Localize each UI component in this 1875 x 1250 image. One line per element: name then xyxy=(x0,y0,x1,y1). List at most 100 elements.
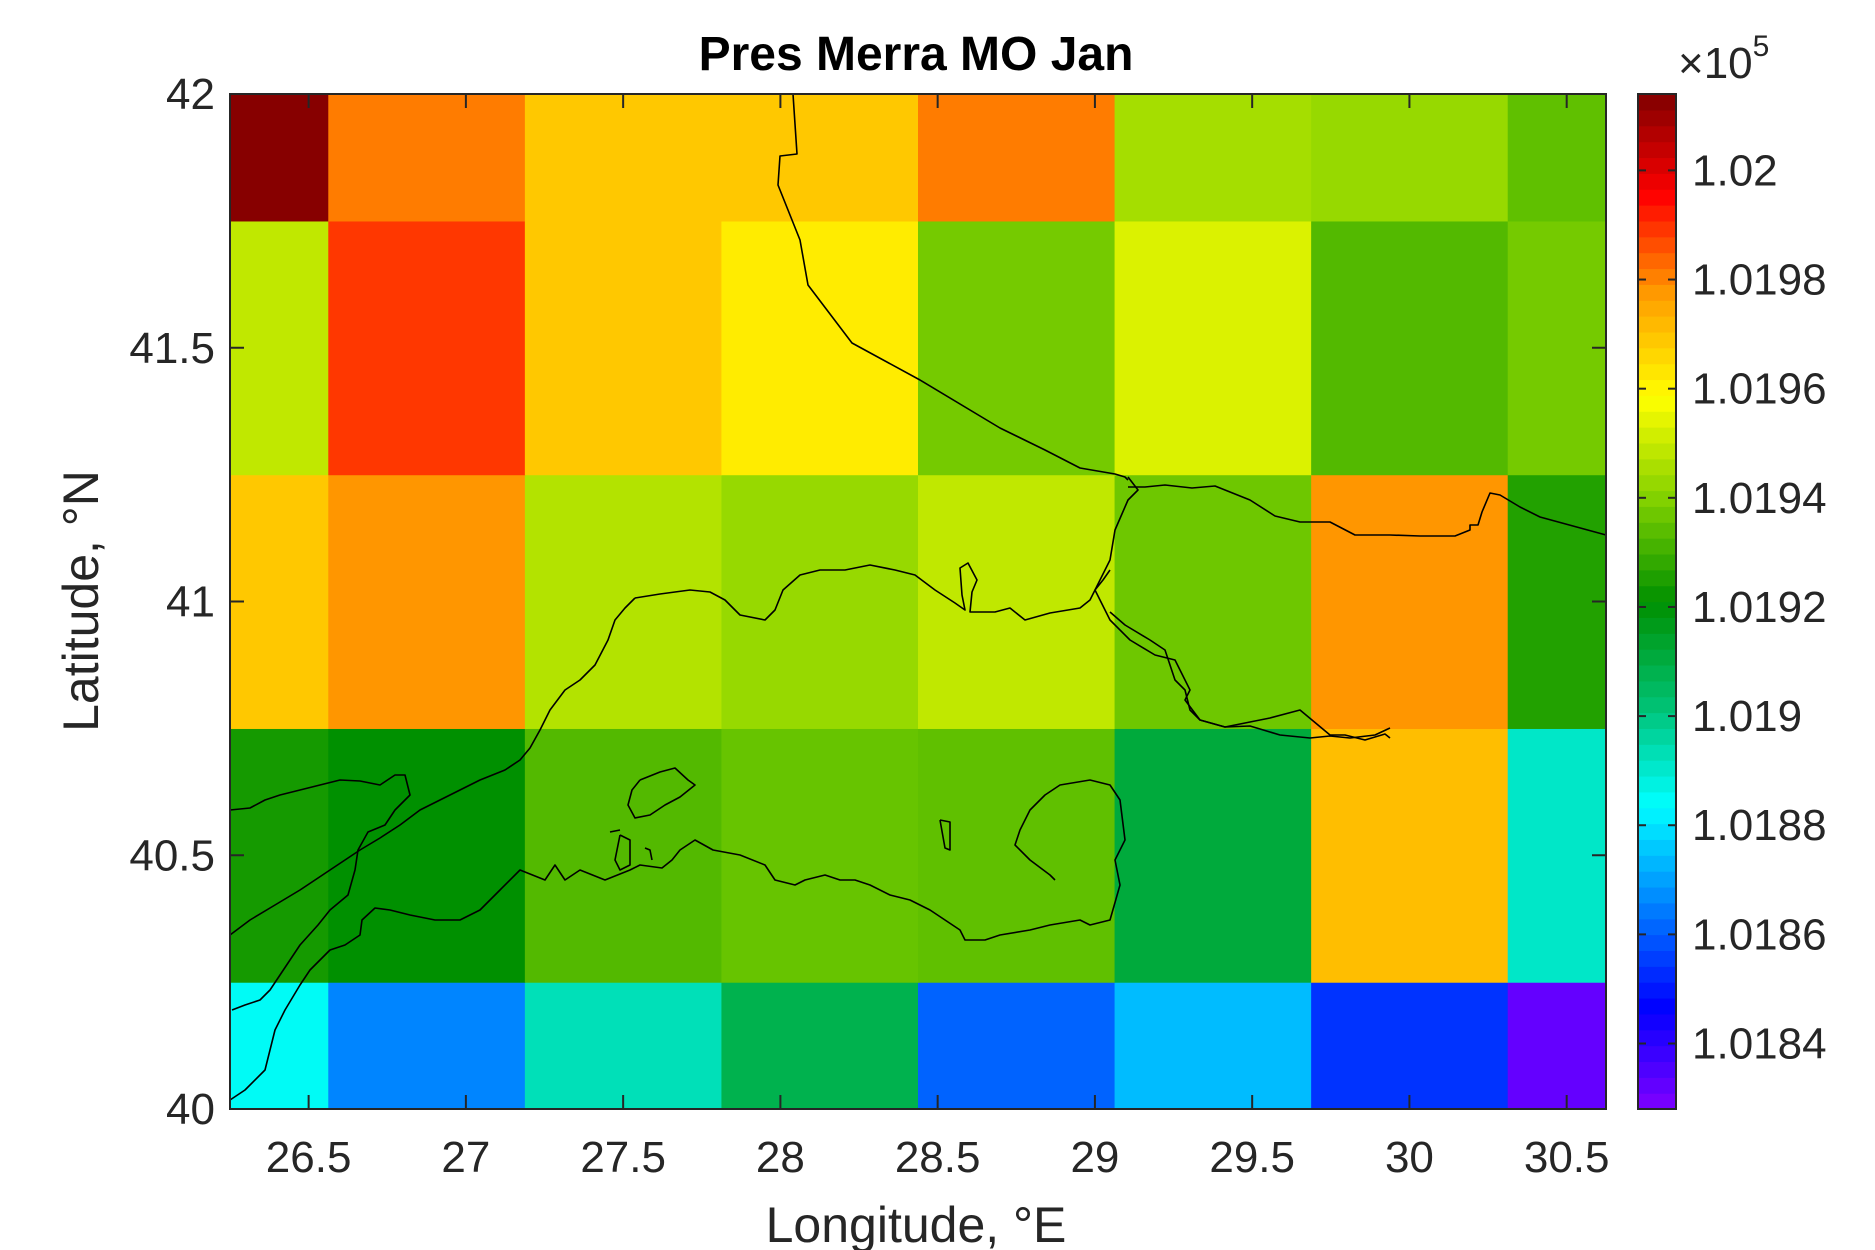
coastline-segment xyxy=(609,829,621,833)
heatmap-cell xyxy=(918,728,1116,983)
x-axis-label: Longitude, °E xyxy=(766,1197,1067,1250)
colorbar-segment xyxy=(1638,807,1676,825)
heatmap-cell xyxy=(1311,94,1509,222)
colorbar-scale-label: ×105 xyxy=(1678,30,1769,88)
y-tick-label: 40.5 xyxy=(129,831,215,880)
colorbar-segment xyxy=(1638,585,1676,603)
heatmap-cell xyxy=(1114,728,1312,983)
x-tick-label: 30 xyxy=(1385,1133,1434,1182)
colorbar-segment xyxy=(1638,411,1676,428)
colorbar-segment xyxy=(1638,871,1676,888)
chart-title: Pres Merra MO Jan xyxy=(699,28,1134,81)
colorbar-segment xyxy=(1638,918,1676,936)
colorbar-tick-label: 1.0188 xyxy=(1692,801,1827,850)
colorbar-segment xyxy=(1638,474,1676,492)
colorbar-segment xyxy=(1638,458,1676,476)
x-tick-label: 29 xyxy=(1070,1133,1119,1182)
colorbar-scale-exponent: 5 xyxy=(1753,30,1770,63)
colorbar-segment xyxy=(1638,506,1676,523)
heatmap-cell xyxy=(524,94,723,222)
heatmap-cell xyxy=(328,474,526,729)
coastline-segment xyxy=(777,93,1129,481)
colorbar-segment xyxy=(1638,664,1676,682)
heatmap-cell xyxy=(721,220,919,476)
y-tick-label: 41.5 xyxy=(129,324,215,373)
colorbar-segment xyxy=(1638,569,1676,587)
heatmap-cell xyxy=(1311,474,1509,729)
x-tick-label: 29.5 xyxy=(1209,1133,1295,1182)
colorbar-segment xyxy=(1638,347,1676,365)
colorbar-tick-label: 1.0194 xyxy=(1692,474,1827,523)
colorbar-tick-label: 1.0186 xyxy=(1692,910,1827,959)
heatmap-cell xyxy=(230,94,329,222)
heatmap-cell xyxy=(328,982,526,1110)
heatmap-cell xyxy=(1507,220,1607,476)
colorbar-segment xyxy=(1638,696,1676,714)
colorbar-segment xyxy=(1638,886,1676,904)
heatmap-cell xyxy=(230,220,329,476)
colorbar-segment xyxy=(1638,125,1676,143)
colorbar-segment xyxy=(1638,268,1676,285)
colorbar-segment xyxy=(1638,236,1676,254)
colorbar-segment xyxy=(1638,1045,1676,1063)
colorbar-segment xyxy=(1638,1061,1676,1078)
x-tick-label: 27.5 xyxy=(580,1133,666,1182)
heatmap-cell xyxy=(721,982,919,1110)
colorbar-segment xyxy=(1638,490,1676,507)
colorbar-segment xyxy=(1638,173,1676,190)
coastline-segment xyxy=(644,847,653,861)
colorbar-segment xyxy=(1638,791,1676,809)
colorbar-tick-label: 1.019 xyxy=(1692,692,1802,741)
x-tick-label: 28.5 xyxy=(895,1133,981,1182)
heatmap-cell xyxy=(328,94,526,222)
heatmap-cell xyxy=(1114,220,1312,476)
heatmap-cell xyxy=(1114,474,1312,729)
colorbar-segment xyxy=(1638,522,1676,539)
y-axis-label: Latitude, °N xyxy=(53,470,109,732)
coastline xyxy=(229,93,1607,1101)
colorbar-segment xyxy=(1638,823,1676,840)
colorbar-segment xyxy=(1638,775,1676,793)
colorbar-frame xyxy=(1637,93,1677,1110)
x-tick-label: 30.5 xyxy=(1524,1133,1610,1182)
heatmap-cell xyxy=(524,220,723,476)
colorbar-segment xyxy=(1638,855,1676,872)
heatmap-cell xyxy=(1311,728,1509,983)
heatmap-cell xyxy=(524,982,723,1110)
colorbar: 1.0184 1.0186 1.0188 1.019 1.0192 1.0194 1.019… xyxy=(1637,93,1827,1110)
heatmap-cell xyxy=(918,220,1116,476)
colorbar-segment xyxy=(1638,997,1676,1015)
colorbar-tick-label: 1.02 xyxy=(1692,146,1778,195)
heatmap-cell xyxy=(1507,94,1607,222)
colorbar-segment xyxy=(1638,1029,1676,1047)
coastline-segment xyxy=(229,779,1126,1101)
colorbar-segment xyxy=(1638,1077,1676,1094)
colorbar-segment xyxy=(1638,395,1676,412)
heatmap-cell xyxy=(524,474,723,729)
colorbar-segment xyxy=(1638,94,1676,111)
colorbar-segment xyxy=(1638,1013,1676,1031)
heatmap-cell xyxy=(328,220,526,476)
heatmap-cell xyxy=(1507,728,1607,983)
coastline-segment xyxy=(627,767,696,819)
y-axis: 40 40.5 41 41.5 42 xyxy=(129,70,1606,1134)
heatmap-cell xyxy=(1507,474,1607,729)
y-tick-label: 41 xyxy=(166,578,215,627)
colorbar-segment xyxy=(1638,728,1676,745)
colorbar-segment xyxy=(1638,902,1676,920)
heatmap-cell xyxy=(230,474,329,729)
heatmap-cell xyxy=(918,94,1116,222)
colorbar-segment xyxy=(1638,141,1676,159)
colorbar-segment xyxy=(1638,109,1676,127)
heatmap-cell xyxy=(721,94,919,222)
colorbar-segment xyxy=(1638,284,1676,301)
colorbar-segment xyxy=(1638,1093,1676,1110)
colorbar-segment xyxy=(1638,966,1676,983)
coastline-segment xyxy=(229,774,411,1011)
coastline-segment xyxy=(229,597,636,936)
colorbar-tick-label: 1.0198 xyxy=(1692,256,1827,305)
heatmap-cell xyxy=(1311,982,1509,1110)
coastline-segment xyxy=(614,834,631,871)
colorbar-segment xyxy=(1638,760,1676,777)
coastline-segment xyxy=(1094,476,1391,739)
